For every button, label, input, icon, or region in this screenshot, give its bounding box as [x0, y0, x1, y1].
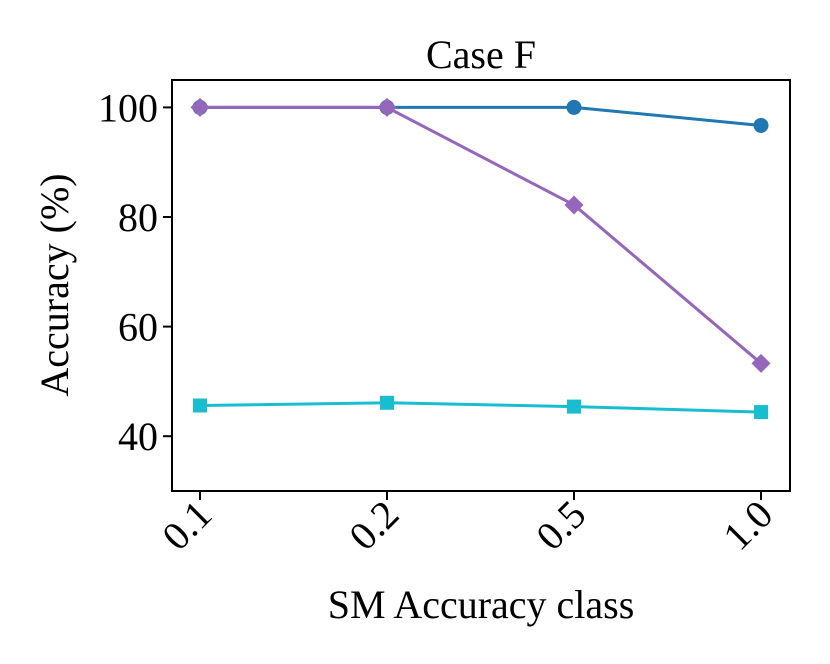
series-line — [198, 105, 763, 365]
series-line — [198, 401, 763, 414]
y-tick-label: 100 — [98, 85, 158, 130]
data-point-square — [754, 405, 768, 420]
series-2 — [190, 97, 771, 373]
x-tick-label: 1.0 — [714, 492, 781, 559]
y-axis: 40 60 80 100 — [98, 85, 172, 459]
x-tick-label: 0.2 — [340, 492, 407, 559]
data-point-circle — [753, 117, 769, 133]
series-line — [198, 105, 763, 127]
y-tick-label: 40 — [118, 414, 158, 459]
data-point-diamond — [751, 353, 771, 373]
y-tick-label: 80 — [118, 195, 158, 240]
series-3 — [193, 395, 768, 420]
chart-title: Case F — [426, 32, 536, 77]
data-point-square — [567, 399, 581, 414]
data-point-diamond — [190, 97, 210, 117]
data-point-diamond — [377, 97, 397, 117]
plot-frame — [171, 79, 791, 492]
series-group — [190, 97, 771, 420]
data-point-circle — [566, 99, 582, 115]
x-tick-label: 0.1 — [153, 492, 220, 559]
y-tick-label: 60 — [118, 305, 158, 350]
x-tick-label: 0.5 — [527, 492, 594, 559]
data-point-square — [193, 398, 207, 413]
data-point-square — [380, 395, 394, 410]
x-axis: 0.1 0.2 0.5 1.0 — [153, 491, 781, 559]
series-1 — [192, 99, 769, 133]
data-point-diamond — [564, 195, 584, 215]
plot-area-border — [171, 79, 791, 492]
x-axis-label: SM Accuracy class — [328, 582, 635, 627]
y-axis-label: Accuracy (%) — [32, 173, 77, 396]
